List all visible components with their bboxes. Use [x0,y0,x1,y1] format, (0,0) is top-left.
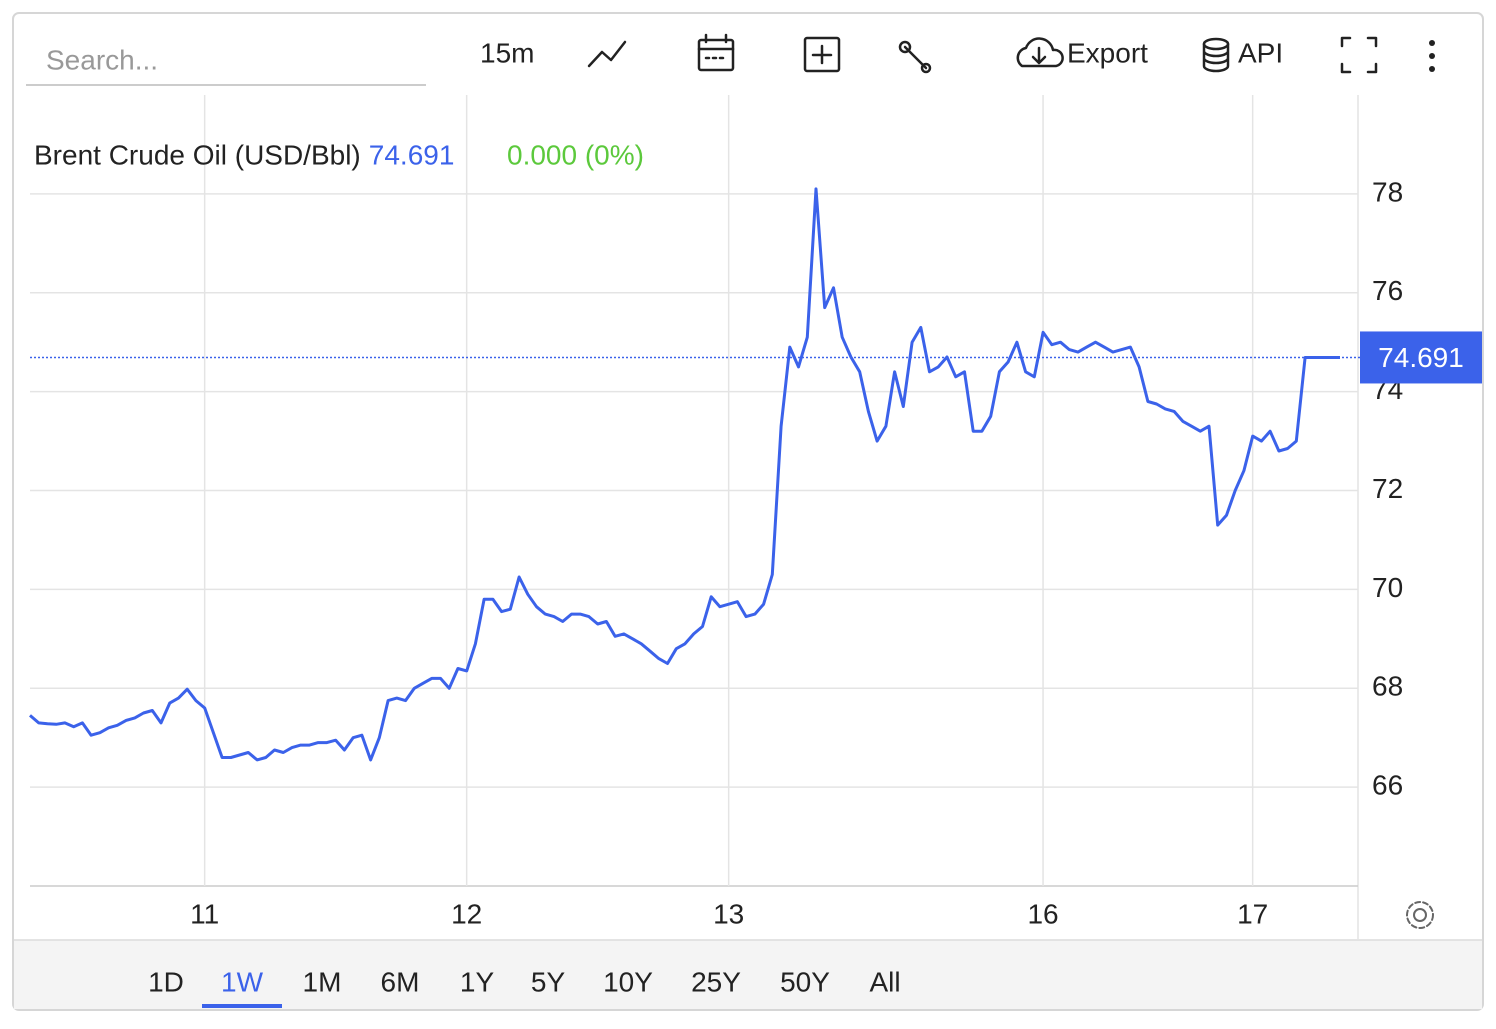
range-tab-underline [202,1004,282,1008]
range-tab[interactable]: 1D [148,966,184,997]
range-tab[interactable]: 10Y [603,966,653,997]
range-tab[interactable]: 1M [303,966,342,997]
change-value: 0.000 (0%) [507,139,644,170]
y-tick-label: 68 [1372,671,1403,702]
range-tab[interactable]: All [869,966,900,997]
x-tick-label: 12 [451,898,482,929]
range-bar [14,940,1482,1009]
price-line [29,187,1340,762]
last-value-tag-label: 74.691 [1378,342,1464,373]
y-tick-label: 72 [1372,473,1403,504]
calendar-icon[interactable] [697,33,735,72]
x-tick-label: 13 [713,898,744,929]
tools-icon[interactable] [898,40,932,74]
frame [12,12,1484,1011]
api-button[interactable]: API [1238,37,1283,68]
x-tick-label: 16 [1027,898,1058,929]
settings-icon[interactable] [1406,901,1434,929]
last-value: 74.691 [369,139,455,170]
y-tick-label: 66 [1372,770,1403,801]
search-input[interactable]: Search... [46,44,158,75]
api-icon[interactable] [1202,37,1230,73]
export-icon[interactable] [1016,37,1064,68]
chart-type-icon[interactable] [587,40,627,68]
interval-button[interactable]: 15m [480,37,534,68]
range-tab[interactable]: 25Y [691,966,741,997]
range-tab[interactable]: 50Y [780,966,830,997]
range-tab[interactable]: 1W [221,966,264,997]
y-tick-label: 70 [1372,572,1403,603]
fullscreen-icon[interactable] [1340,36,1378,74]
compare-icon[interactable] [803,36,841,73]
range-tab[interactable]: 6M [381,966,420,997]
x-tick-label: 11 [190,898,219,929]
chart-title: Brent Crude Oil (USD/Bbl) [34,139,361,170]
range-tab[interactable]: 5Y [531,966,566,997]
last-value-tag [1360,331,1482,384]
range-tab[interactable]: 1Y [460,966,495,997]
menu-icon[interactable] [1429,40,1435,72]
export-button[interactable]: Export [1067,37,1148,68]
y-tick-label: 76 [1372,275,1403,306]
y-tick-label: 78 [1372,176,1403,207]
plot [30,95,1359,940]
x-tick-label: 17 [1237,898,1268,929]
